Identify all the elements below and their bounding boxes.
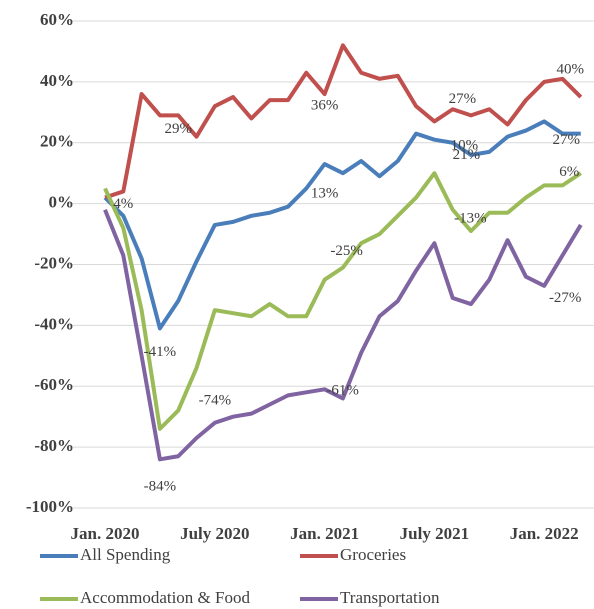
data-label: -41% bbox=[144, 344, 177, 360]
y-tick-label: -60% bbox=[34, 375, 74, 394]
data-label: 27% bbox=[449, 91, 477, 107]
data-label: -13% bbox=[454, 211, 487, 227]
y-tick-label: 20% bbox=[40, 132, 74, 151]
data-label: -25% bbox=[330, 243, 363, 259]
series-line bbox=[103, 119, 581, 331]
y-tick-label: 40% bbox=[40, 71, 74, 90]
data-label: 10% bbox=[451, 138, 479, 154]
x-tick-label: Jan. 2020 bbox=[71, 524, 140, 543]
data-label: 13% bbox=[311, 185, 339, 201]
data-label: 36% bbox=[311, 97, 339, 113]
data-label: -61% bbox=[326, 383, 359, 399]
data-label: 6% bbox=[559, 164, 579, 180]
legend-label: All Spending bbox=[80, 545, 171, 564]
y-tick-label: 60% bbox=[40, 10, 74, 29]
data-label: 29% bbox=[164, 121, 192, 137]
x-tick-label: Jan. 2022 bbox=[510, 524, 579, 543]
data-label: -74% bbox=[199, 392, 232, 408]
data-label: 21% bbox=[453, 147, 481, 163]
y-tick-label: -100% bbox=[26, 497, 74, 516]
series-line bbox=[103, 208, 583, 462]
y-tick-label: -20% bbox=[34, 253, 74, 272]
legend-label: Accommodation & Food bbox=[80, 588, 250, 607]
series-line bbox=[103, 171, 582, 431]
y-tick-label: 0% bbox=[49, 193, 75, 212]
series-line bbox=[104, 43, 583, 200]
data-label: 4% bbox=[113, 196, 133, 212]
data-label: 27% bbox=[552, 132, 580, 148]
y-tick-label: -80% bbox=[34, 436, 74, 455]
legend-label: Groceries bbox=[340, 545, 406, 564]
x-tick-label: July 2020 bbox=[180, 524, 249, 543]
legend-label: Transportation bbox=[340, 588, 440, 607]
y-tick-label: -40% bbox=[34, 314, 74, 333]
data-label: -27% bbox=[549, 290, 582, 306]
x-tick-label: July 2021 bbox=[400, 524, 469, 543]
data-label: -84% bbox=[144, 479, 177, 495]
data-label: 40% bbox=[556, 61, 584, 77]
x-tick-label: Jan. 2021 bbox=[290, 524, 359, 543]
